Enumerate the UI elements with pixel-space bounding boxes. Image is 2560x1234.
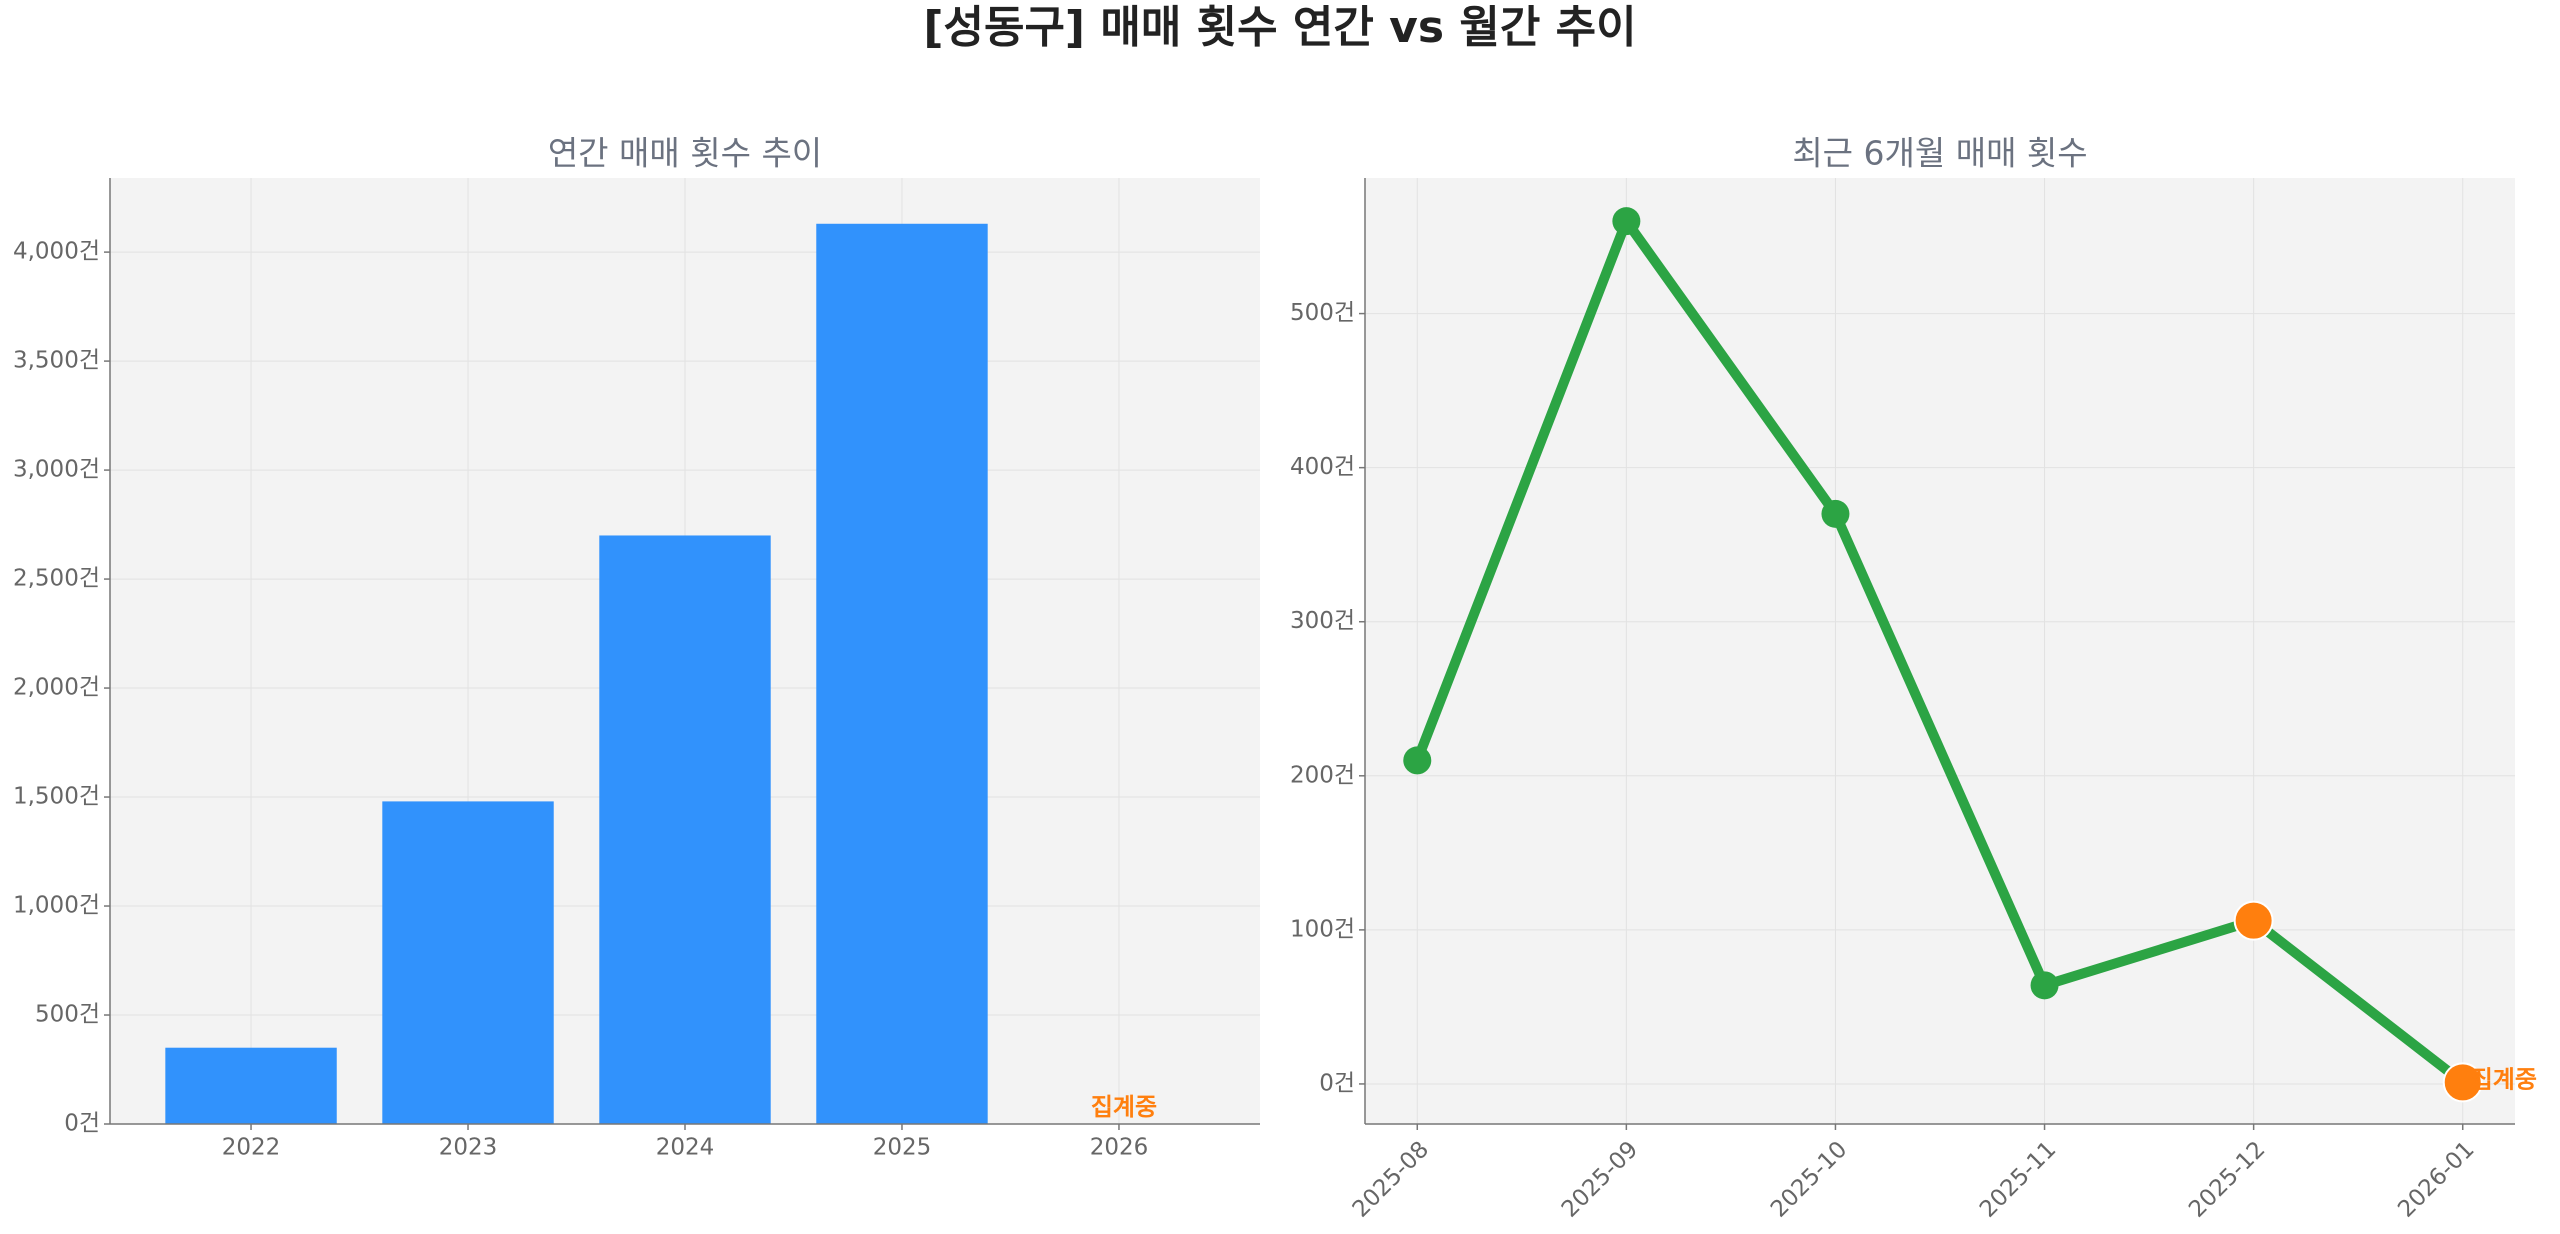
marker — [1821, 499, 1850, 528]
subplot-title: 최근 6개월 매매 횟수 — [1792, 134, 2087, 173]
y-tick-label: 0건 — [1319, 1070, 1355, 1096]
x-tick-label: 2025-12 — [2184, 1136, 2270, 1222]
y-tick-label: 500건 — [1290, 300, 1355, 326]
y-tick-label: 1,500건 — [13, 784, 100, 810]
y-tick-label: 200건 — [1290, 762, 1355, 788]
x-tick-label: 2025-11 — [1975, 1136, 2061, 1222]
x-tick-label: 2025-09 — [1557, 1136, 1643, 1222]
bar — [816, 223, 988, 1125]
y-tick-label: 400건 — [1290, 454, 1355, 480]
x-tick-label: 2025 — [873, 1135, 932, 1161]
y-tick-label: 300건 — [1290, 608, 1355, 634]
y-tick-label: 500건 — [35, 1002, 100, 1028]
y-tick-label: 1,000건 — [13, 893, 100, 919]
y-tick-label: 0건 — [64, 1111, 100, 1137]
y-tick-label: 4,000건 — [13, 239, 100, 265]
bar — [382, 801, 554, 1124]
x-tick-label: 2022 — [222, 1135, 281, 1161]
y-tick-label: 2,000건 — [13, 675, 100, 701]
y-tick-label: 3,000건 — [13, 457, 100, 483]
bar — [165, 1047, 337, 1124]
bar — [599, 535, 771, 1124]
marker — [2030, 971, 2059, 1000]
marker — [1403, 746, 1432, 775]
x-tick-label: 2025-10 — [1766, 1136, 1852, 1222]
annotation: 집계중 — [2471, 1065, 2537, 1093]
marker — [2233, 900, 2274, 941]
x-tick-label: 2024 — [656, 1135, 715, 1161]
x-tick-label: 2026-01 — [2393, 1136, 2479, 1222]
y-tick-label: 2,500건 — [13, 566, 100, 592]
figure-title: [성동구] 매매 횟수 연간 vs 월간 추이 — [923, 2, 1636, 53]
marker — [2442, 1062, 2483, 1103]
annotation: 집계중 — [1091, 1093, 1157, 1121]
line — [1412, 216, 2466, 1087]
y-tick-label: 100건 — [1290, 916, 1355, 942]
plot-area — [1365, 178, 2515, 1124]
subplot-title: 연간 매매 횟수 추이 — [548, 134, 822, 173]
marker — [1612, 207, 1641, 236]
y-tick-label: 3,500건 — [13, 348, 100, 374]
x-tick-label: 2023 — [439, 1135, 498, 1161]
x-tick-label: 2026 — [1090, 1135, 1149, 1161]
x-tick-label: 2025-08 — [1348, 1136, 1434, 1222]
